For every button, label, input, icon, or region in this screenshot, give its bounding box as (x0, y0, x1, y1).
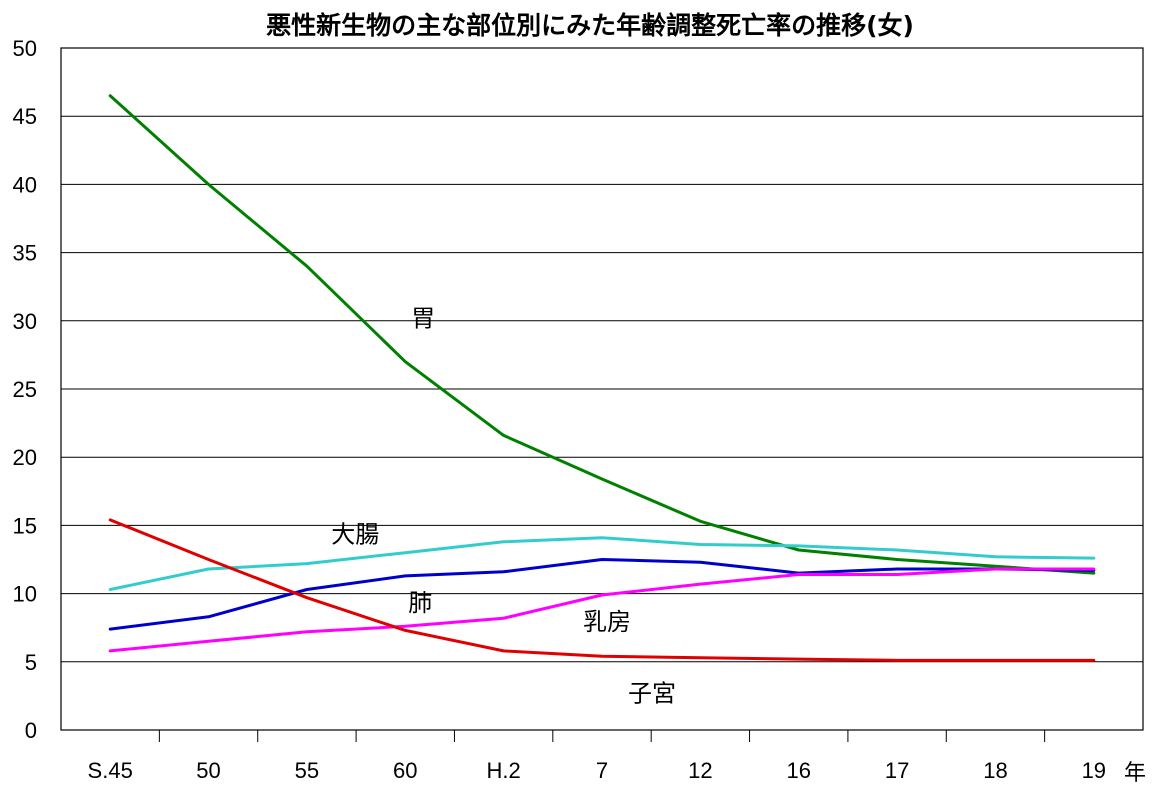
y-tick-label-45: 45 (13, 104, 37, 129)
x-tick-label-6: 12 (688, 758, 712, 783)
x-tick-label-10: 19 (1082, 758, 1106, 783)
y-tick-label-30: 30 (13, 309, 37, 334)
x-tick-label-9: 18 (983, 758, 1007, 783)
series-label-1: 大腸 (331, 521, 379, 549)
series-label-3: 乳房 (583, 608, 631, 636)
y-tick-label-20: 20 (13, 445, 37, 470)
series-line-2 (108, 558, 1096, 631)
y-tick-label-0: 0 (25, 718, 37, 743)
series-line-1 (108, 536, 1096, 591)
series-line-0 (108, 94, 1096, 575)
series-line-4 (108, 518, 1096, 662)
x-tick-label-1: 50 (196, 758, 220, 783)
y-tick-label-40: 40 (13, 172, 37, 197)
y-tick-label-25: 25 (13, 377, 37, 402)
y-tick-label-15: 15 (13, 513, 37, 538)
x-axis-label: 年 (1124, 760, 1146, 785)
x-tick-label-3: 60 (393, 758, 417, 783)
series-label-4: 子宮 (628, 679, 676, 707)
y-tick-label-5: 5 (25, 650, 37, 675)
y-tick-label-10: 10 (13, 582, 37, 607)
series-label-2: 肺 (408, 589, 432, 617)
x-tick-label-4: H.2 (487, 758, 521, 783)
plot-area-border (60, 47, 1144, 731)
series-line-3 (108, 567, 1096, 653)
x-tick-label-2: 55 (295, 758, 319, 783)
x-tick-label-0: S.45 (88, 758, 133, 783)
x-tick-label-5: 7 (596, 758, 608, 783)
y-tick-label-35: 35 (13, 241, 37, 266)
x-tick-label-7: 16 (786, 758, 810, 783)
y-tick-label-50: 50 (13, 36, 37, 61)
series-label-0: 胃 (411, 305, 435, 333)
chart-title: 悪性新生物の主な部位別にみた年齢調整死亡率の推移(女) (266, 11, 914, 40)
x-tick-label-8: 17 (885, 758, 909, 783)
